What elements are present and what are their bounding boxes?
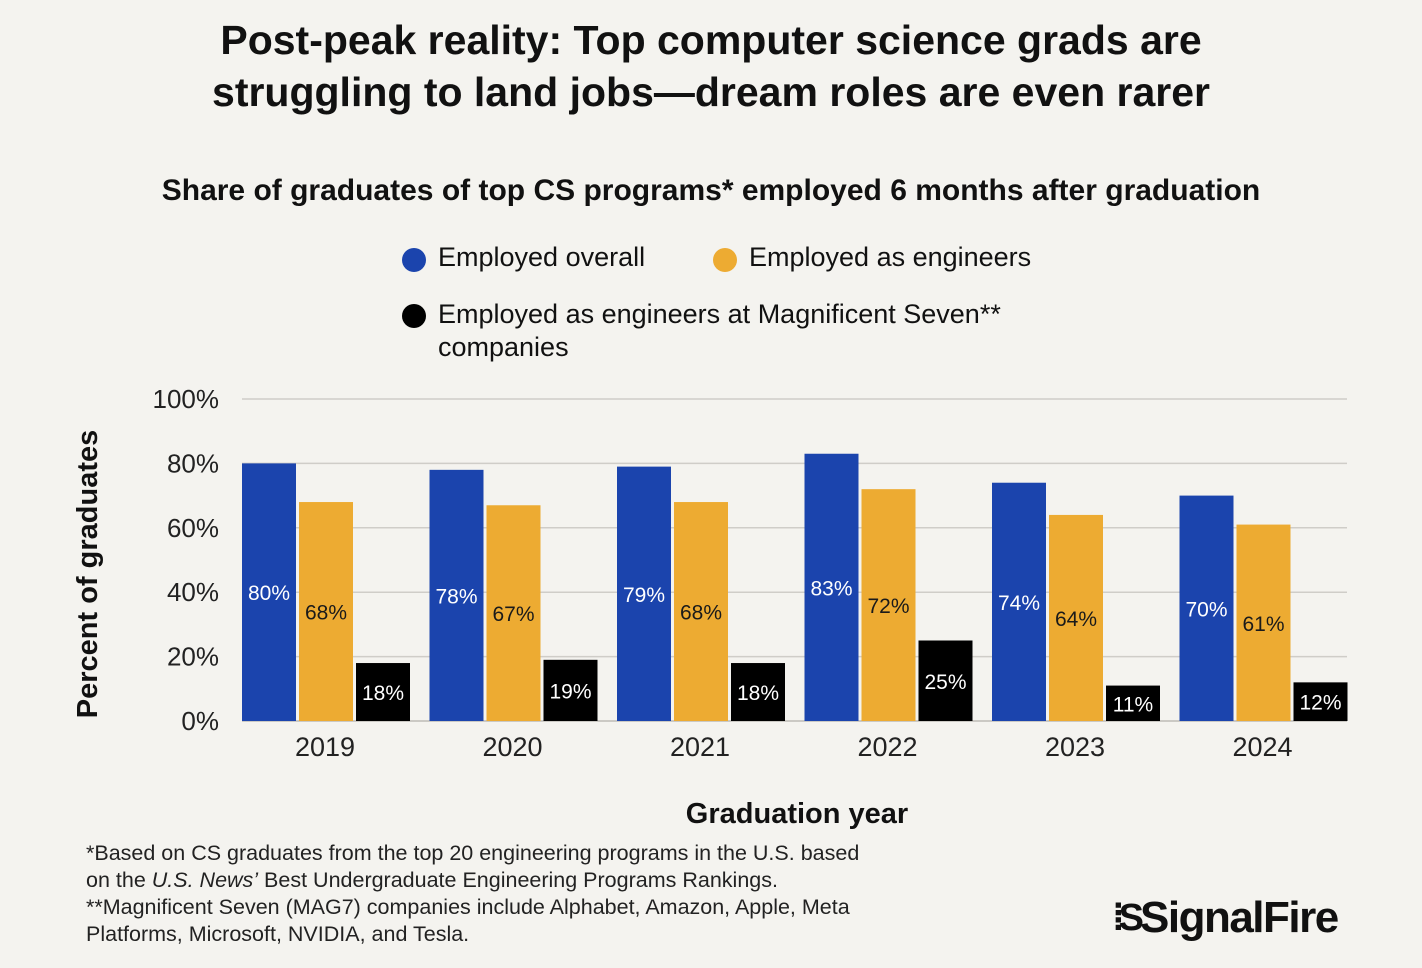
legend-dot-black-icon xyxy=(402,304,426,328)
data-label: 19% xyxy=(549,680,591,703)
bar-2022-series-1 xyxy=(861,489,916,721)
data-label: 64% xyxy=(1055,608,1097,631)
footnote-line: on the U.S. News’ Best Undergraduate Eng… xyxy=(86,867,859,894)
chart-title: Post-peak reality: Top computer science … xyxy=(0,14,1422,118)
signalfire-logo: ⁞S SignalFire xyxy=(1112,893,1339,943)
legend-label: Employed as engineers at Magnificent Sev… xyxy=(438,298,1001,364)
legend-dot-yellow-icon xyxy=(713,248,737,272)
title-line-1: Post-peak reality: Top computer science … xyxy=(220,17,1202,63)
bar-2021-series-1 xyxy=(674,502,728,721)
data-label: 67% xyxy=(492,603,534,626)
bar-2021-series-2 xyxy=(731,663,785,721)
logo-text: SignalFire xyxy=(1140,893,1339,942)
footnote-italic: U.S. News’ xyxy=(151,868,259,892)
legend-dot-blue-icon xyxy=(402,248,426,272)
y-tick-label: 40% xyxy=(167,577,219,607)
footnote-text: on the xyxy=(86,868,152,892)
data-label: 68% xyxy=(680,602,722,625)
x-axis-title: Graduation year xyxy=(686,798,908,830)
y-tick-label: 20% xyxy=(167,642,219,672)
bar-2023-series-2 xyxy=(1106,685,1160,721)
bar-2024-series-2 xyxy=(1293,682,1348,721)
chart-subtitle: Share of graduates of top CS programs* e… xyxy=(161,174,1261,207)
data-label: 12% xyxy=(1299,692,1341,715)
legend-mag7: Employed as engineers at Magnificent Sev… xyxy=(402,298,1001,364)
bar-2022-series-0 xyxy=(804,453,859,721)
x-tick-label: 2019 xyxy=(295,732,355,762)
bar-2022-series-2 xyxy=(918,640,973,721)
bar-2021-series-0 xyxy=(617,466,671,721)
data-label: 25% xyxy=(924,671,966,694)
bar-2019-series-2 xyxy=(356,663,410,721)
legend-employed-engineers: Employed as engineers xyxy=(713,242,1031,273)
data-label: 74% xyxy=(998,592,1040,615)
data-label: 18% xyxy=(362,682,404,705)
bar-2020-series-0 xyxy=(429,469,484,721)
data-label: 68% xyxy=(305,602,347,625)
x-tick-label: 2021 xyxy=(670,732,730,762)
y-tick-label: 80% xyxy=(167,448,219,478)
bar-2019-series-0 xyxy=(242,463,296,721)
data-label: 72% xyxy=(867,595,909,618)
legend-employed-overall: Employed overall xyxy=(402,242,645,273)
y-tick-label: 60% xyxy=(167,513,219,543)
data-label: 61% xyxy=(1242,613,1284,636)
bar-2020-series-2 xyxy=(543,659,598,721)
footnote-text: Best Undergraduate Engineering Programs … xyxy=(258,868,778,892)
bar-2024-series-0 xyxy=(1179,495,1234,721)
footnote-line: **Magnificent Seven (MAG7) companies inc… xyxy=(86,895,850,919)
x-tick-label: 2023 xyxy=(1045,732,1105,762)
data-label: 18% xyxy=(737,682,779,705)
legend-label: Employed as engineers xyxy=(749,242,1032,272)
footnotes: *Based on CS graduates from the top 20 e… xyxy=(86,840,859,948)
y-tick-label: 0% xyxy=(181,706,219,736)
logo-mark-icon: ⁞S xyxy=(1112,896,1144,939)
bar-2024-series-1 xyxy=(1236,524,1291,721)
data-label: 80% xyxy=(248,582,290,605)
y-tick-label: 100% xyxy=(153,384,220,414)
x-tick-label: 2022 xyxy=(857,732,917,762)
footnote-line: *Based on CS graduates from the top 20 e… xyxy=(86,841,860,865)
data-label: 83% xyxy=(810,577,852,600)
legend-label-line: companies xyxy=(438,332,569,362)
bar-2019-series-1 xyxy=(299,502,353,721)
data-label: 79% xyxy=(623,584,665,607)
bar-2023-series-1 xyxy=(1049,514,1103,721)
data-label: 11% xyxy=(1113,693,1153,716)
bar-2023-series-0 xyxy=(992,482,1046,721)
data-label: 78% xyxy=(435,585,477,608)
x-tick-label: 2020 xyxy=(482,732,542,762)
legend-label: Employed overall xyxy=(438,242,646,272)
title-line-2: struggling to land jobs—dream roles are … xyxy=(212,69,1210,115)
legend-label-line: Employed as engineers at Magnificent Sev… xyxy=(438,299,1001,329)
bar-2020-series-1 xyxy=(486,505,541,721)
footnote-line: Platforms, Microsoft, NVIDIA, and Tesla. xyxy=(86,922,470,946)
y-axis-title: Percent of graduates xyxy=(72,430,104,718)
x-tick-label: 2024 xyxy=(1232,732,1292,762)
data-label: 70% xyxy=(1185,598,1227,621)
